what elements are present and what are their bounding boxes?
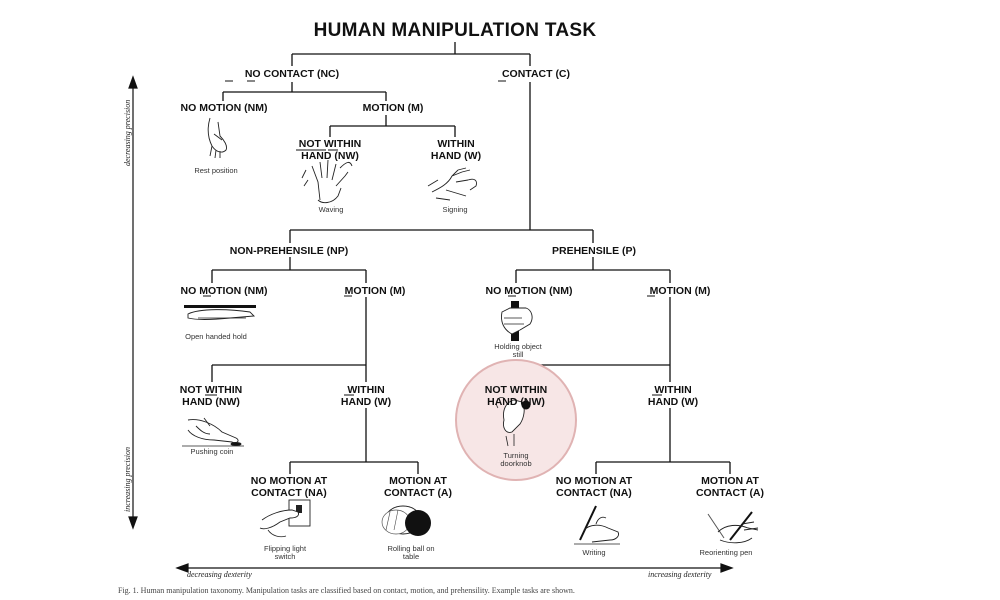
signing-illustration <box>427 167 477 201</box>
caption-pushing-coin: Pushing coin <box>190 447 234 456</box>
node-np-motion: MOTION (M) <box>344 285 406 297</box>
node-nc-not-within-hand: NOT WITHIN HAND (NW) <box>299 138 361 162</box>
axis-label-decreasing-precision: decreasing precision <box>123 99 132 166</box>
node-line-1: NOT WITHIN <box>298 138 362 150</box>
caption-rolling-ball: Rolling ball on table <box>387 545 434 561</box>
node-line-1: MOTION AT <box>389 475 447 487</box>
node-line-2: CONTACT (A) <box>383 487 453 499</box>
node-p-not-within-hand: NOT WITHIN HAND (NW) <box>485 384 547 408</box>
reorienting-pen-illustration <box>707 511 759 544</box>
node-np-motion-at-contact: MOTION AT CONTACT (A) <box>384 475 452 499</box>
node-nc-motion: MOTION (M) <box>362 102 424 114</box>
node-line-2: HAND (W) <box>340 396 392 408</box>
node-line-1: NOT WITHIN <box>484 384 548 396</box>
node-np-no-motion: NO MOTION (NM) <box>180 285 268 297</box>
caption-line-1: Holding object <box>494 342 542 351</box>
figure-caption: Fig. 1. Human manipulation taxonomy. Man… <box>118 586 575 595</box>
node-line-2: HAND (NW) <box>487 396 545 408</box>
rest-position-illustration <box>207 117 227 159</box>
node-line-1: WITHIN <box>654 384 692 396</box>
caption-turning-doorknob: Turning doorknob <box>500 452 531 468</box>
node-line-1: WITHIN <box>437 138 475 150</box>
node-line-1: NOT WITHIN <box>179 384 243 396</box>
flipping-switch-illustration <box>259 499 311 538</box>
node-p-no-motion-at-contact: NO MOTION AT CONTACT (NA) <box>556 475 632 499</box>
pushing-coin-illustration <box>182 417 244 447</box>
node-np-no-motion-at-contact: NO MOTION AT CONTACT (NA) <box>251 475 327 499</box>
rolling-ball-illustration <box>381 505 431 536</box>
holding-object-illustration <box>501 301 533 341</box>
caption-rest-position: Rest position <box>194 166 238 175</box>
caption-line-1: Rolling ball on <box>387 544 435 553</box>
caption-line-1: Flipping light <box>263 544 307 553</box>
node-line-2: CONTACT (NA) <box>556 487 632 499</box>
node-line-2: CONTACT (NA) <box>251 487 327 499</box>
caption-writing: Writing <box>582 548 606 557</box>
node-p-within-hand: WITHIN HAND (W) <box>648 384 698 408</box>
caption-line-2: doorknob <box>500 459 532 468</box>
caption-open-handed-hold: Open handed hold <box>185 332 247 341</box>
node-non-prehensile: NON-PREHENSILE (NP) <box>229 245 349 257</box>
caption-holding-object: Holding object still <box>494 343 542 359</box>
caption-line-2: still <box>512 350 524 359</box>
open-handed-hold-illustration <box>184 305 256 320</box>
node-line-1: NO MOTION AT <box>250 475 328 487</box>
node-line-2: HAND (W) <box>647 396 699 408</box>
caption-line-2: table <box>402 552 420 561</box>
node-np-within-hand: WITHIN HAND (W) <box>341 384 391 408</box>
node-prehensile: PREHENSILE (P) <box>551 245 637 257</box>
caption-signing: Signing <box>442 205 468 214</box>
node-line-1: WITHIN <box>347 384 385 396</box>
caption-waving: Waving <box>318 205 344 214</box>
node-line-2: HAND (NW) <box>182 396 240 408</box>
axis-label-decreasing-dexterity: decreasing dexterity <box>187 570 252 579</box>
node-no-contact: NO CONTACT (NC) <box>244 68 340 80</box>
node-p-motion-at-contact: MOTION AT CONTACT (A) <box>696 475 764 499</box>
axis-label-increasing-precision: increasing precision <box>123 447 132 512</box>
caption-flipping-switch: Flipping light switch <box>264 545 306 561</box>
node-line-2: HAND (NW) <box>301 150 359 162</box>
node-p-no-motion: NO MOTION (NM) <box>485 285 573 297</box>
node-contact: CONTACT (C) <box>501 68 571 80</box>
writing-illustration <box>574 505 620 545</box>
node-line-1: MOTION AT <box>701 475 759 487</box>
turning-doorknob-illustration <box>496 397 531 447</box>
node-np-not-within-hand: NOT WITHIN HAND (NW) <box>180 384 242 408</box>
node-line-2: HAND (W) <box>430 150 482 162</box>
waving-illustration <box>301 159 353 204</box>
node-nc-within-hand: WITHIN HAND (W) <box>431 138 481 162</box>
axis-label-increasing-dexterity: increasing dexterity <box>648 570 712 579</box>
node-nc-no-motion: NO MOTION (NM) <box>180 102 268 114</box>
caption-reorienting-pen: Reorienting pen <box>699 548 753 557</box>
node-p-motion: MOTION (M) <box>649 285 711 297</box>
caption-line-2: switch <box>274 552 296 561</box>
caption-line-1: Turning <box>503 451 529 460</box>
diagram-title: HUMAN MANIPULATION TASK <box>313 20 597 41</box>
node-line-1: NO MOTION AT <box>555 475 633 487</box>
node-line-2: CONTACT (A) <box>695 487 765 499</box>
